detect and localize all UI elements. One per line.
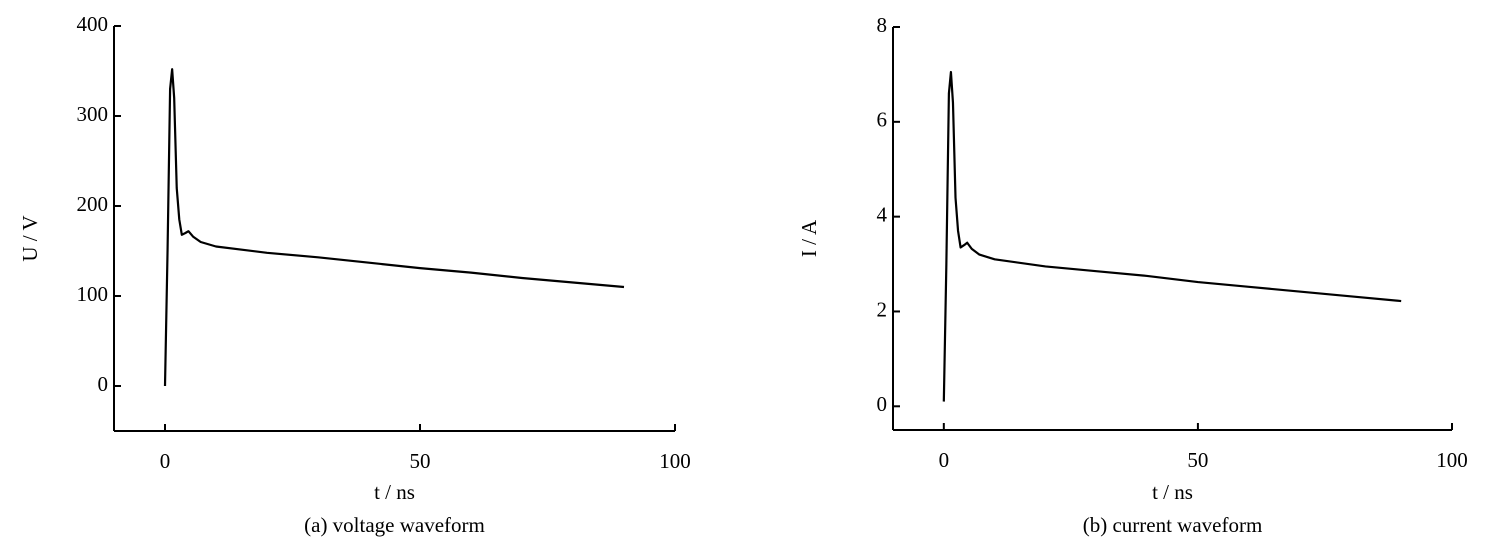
data-line [163, 68, 625, 387]
x-tick-label: 50 [1187, 448, 1208, 472]
y-tick-label: 8 [877, 13, 888, 37]
y-tick-label: 200 [77, 192, 109, 216]
y-tick-label: 4 [877, 202, 888, 226]
x-axis-label: t / ns [374, 480, 415, 504]
y-tick-label: 2 [877, 297, 888, 321]
x-axis-label: t / ns [1152, 480, 1193, 504]
x-tick-label: 50 [410, 449, 431, 473]
y-tick-label: 100 [77, 282, 109, 306]
caption: (b) current waveform [1083, 513, 1263, 537]
y-tick-label: 0 [98, 372, 109, 396]
y-axis-label: U / V [18, 215, 42, 261]
y-axis-label: I / A [797, 219, 821, 257]
y-tick-label: 0 [877, 392, 888, 416]
data-line [942, 70, 1402, 402]
y-tick-label: 400 [77, 12, 109, 36]
x-tick-label: 0 [939, 448, 950, 472]
x-tick-label: 100 [659, 449, 691, 473]
x-tick-label: 0 [160, 449, 171, 473]
caption: (a) voltage waveform [304, 513, 485, 537]
x-tick-label: 100 [1436, 448, 1468, 472]
y-tick-label: 300 [77, 102, 109, 126]
y-tick-label: 6 [877, 108, 888, 132]
